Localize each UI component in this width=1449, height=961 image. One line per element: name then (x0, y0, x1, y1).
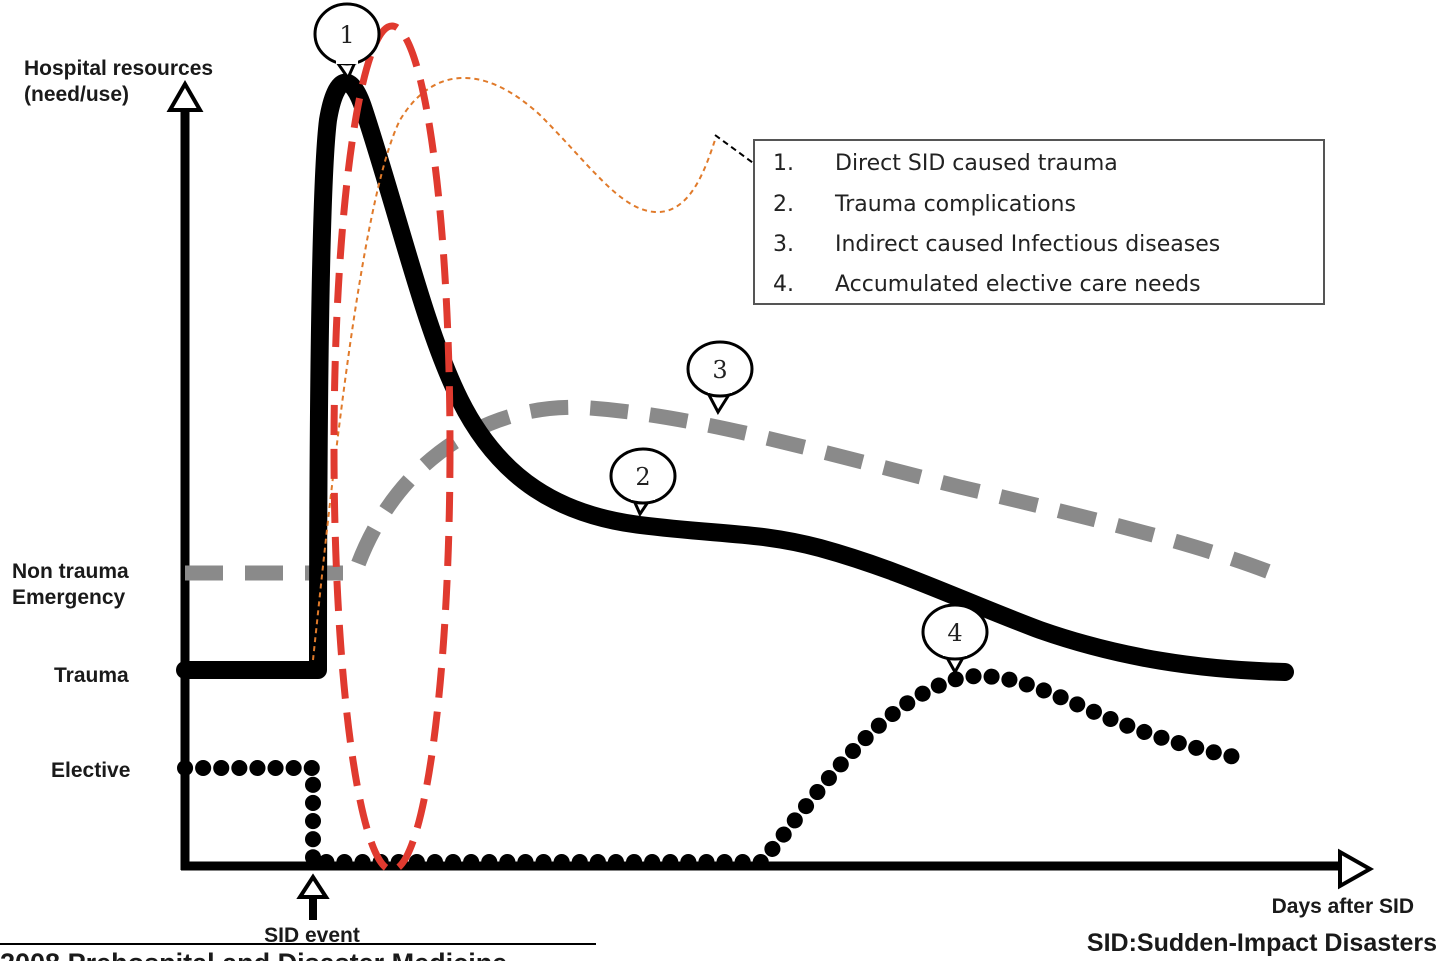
non-trauma-emergency-curve (185, 399, 1275, 581)
legend: 1. Direct SID caused trauma 2. Trauma co… (753, 139, 1325, 305)
x-axis-label: Days after SID (1272, 895, 1414, 918)
sid-definition: SID:Sudden-Impact Disasters (1087, 929, 1437, 957)
highlight-ellipse (330, 22, 454, 874)
svg-text:2008 Prehospital and Disaster: 2008 Prehospital and Disaster Medicine (0, 948, 507, 961)
callout-2: 2 (609, 447, 677, 518)
svg-text:4.: 4. (773, 272, 794, 297)
svg-text:Trauma complications: Trauma complications (834, 192, 1076, 217)
sid-event-arrow (296, 873, 330, 920)
svg-text:Direct SID caused trauma: Direct SID caused trauma (835, 151, 1118, 176)
elective-curve (177, 668, 1248, 870)
connector-line (312, 77, 716, 661)
y-axis-label-line1: Hospital resources (24, 57, 213, 80)
y-axis (166, 79, 204, 870)
legend-item: 1. Direct SID caused trauma (773, 151, 1118, 176)
sid-event-label: SID event (264, 924, 360, 947)
callout-3: 3 (686, 340, 754, 415)
svg-text:1: 1 (339, 21, 354, 49)
svg-text:3: 3 (712, 356, 727, 384)
y-axis-label-line2: (need/use) (24, 83, 129, 106)
svg-text:1.: 1. (773, 151, 794, 176)
svg-text:Indirect caused Infectious dis: Indirect caused Infectious diseases (835, 232, 1220, 257)
legend-item: 2. Trauma complications (773, 192, 1076, 217)
trauma-curve (176, 73, 1294, 681)
svg-text:4: 4 (947, 619, 962, 647)
legend-item: 4. Accumulated elective care needs (773, 272, 1201, 297)
callout-1: 1 (313, 2, 381, 82)
svg-text:3.: 3. (773, 232, 794, 257)
cut-off-footer: 2008 Prehospital and Disaster Medicine (0, 943, 596, 961)
non-trauma-label-line2: Emergency (12, 586, 126, 609)
trauma-label: Trauma (54, 664, 129, 687)
callout-4: 4 (921, 603, 989, 676)
elective-label: Elective (51, 759, 130, 782)
non-trauma-label-line1: Non trauma (12, 560, 129, 583)
legend-item: 3. Indirect caused Infectious diseases (773, 232, 1220, 257)
svg-text:2: 2 (635, 463, 650, 491)
svg-text:2.: 2. (773, 192, 794, 217)
svg-text:Accumulated elective care need: Accumulated elective care needs (835, 272, 1201, 297)
